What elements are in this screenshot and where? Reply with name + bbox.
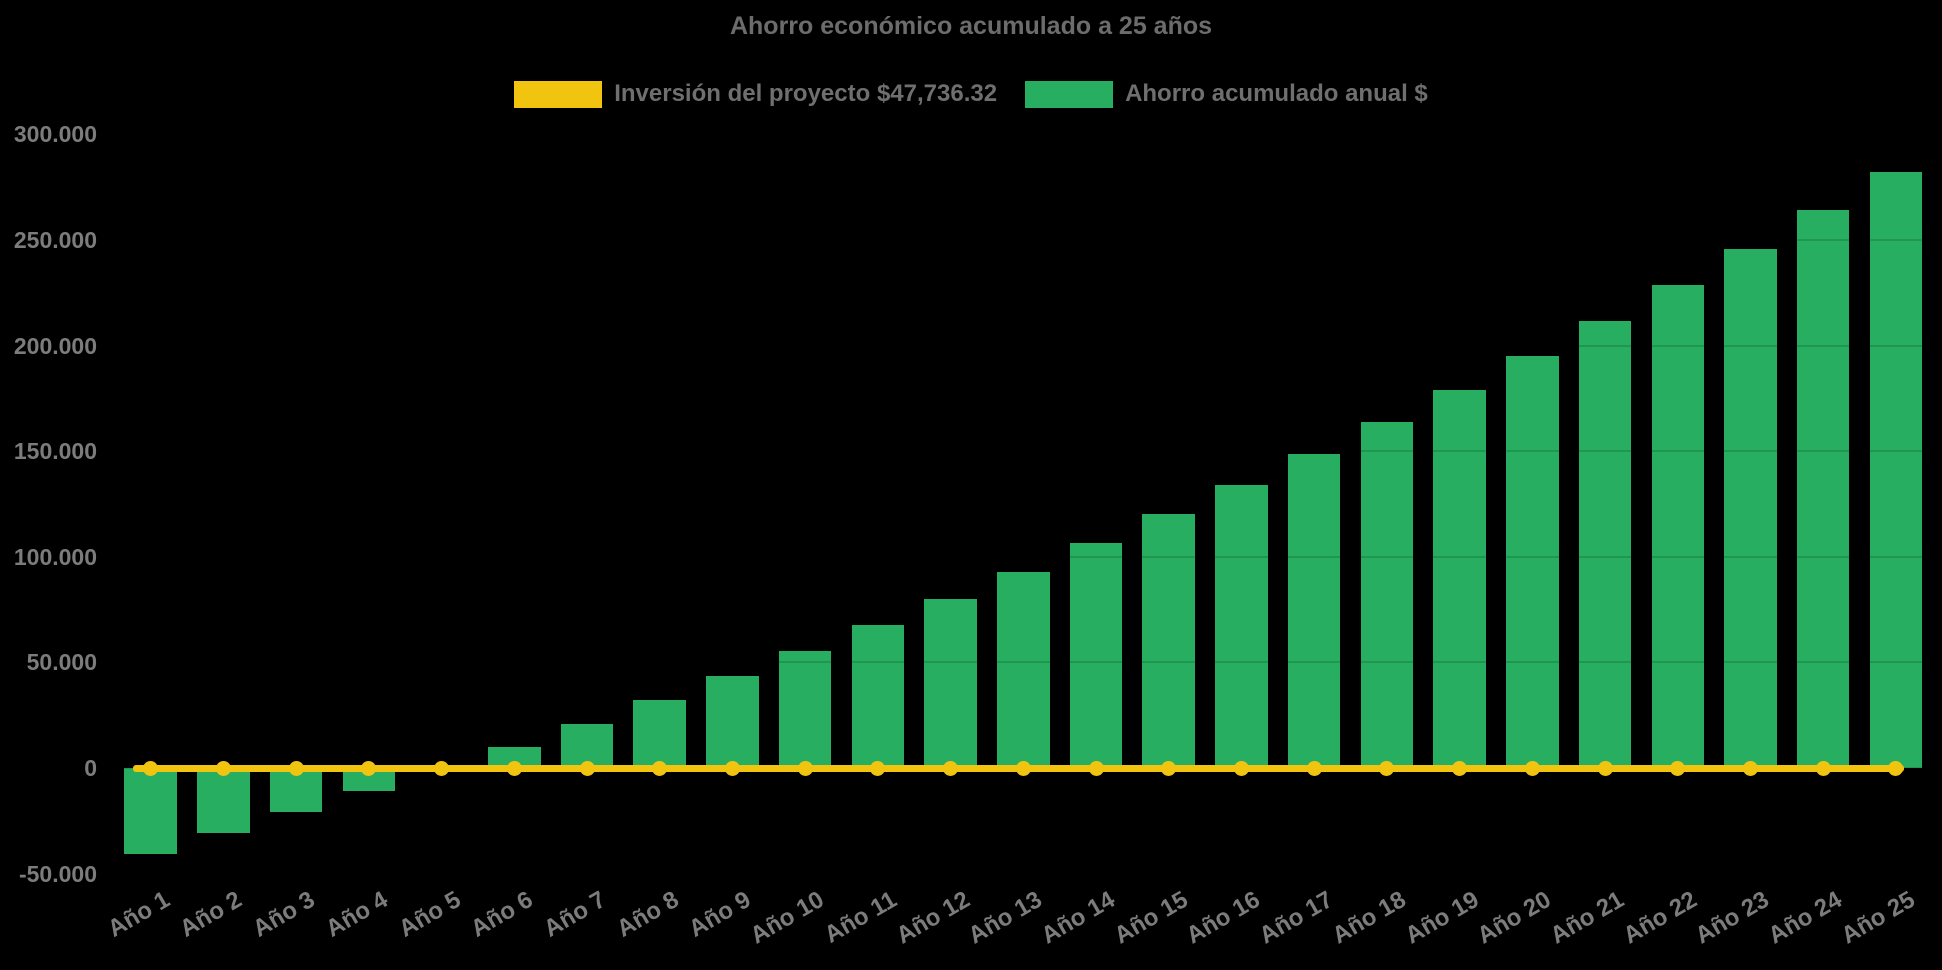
bar-año-24[interactable] [1796, 210, 1850, 768]
investment-line-marker[interactable] [361, 760, 377, 776]
gridline [110, 872, 1932, 875]
investment-line-marker[interactable] [1233, 760, 1249, 776]
bar-año-9[interactable] [706, 675, 759, 768]
y-axis-tick-label: 100.000 [13, 543, 97, 570]
investment-line-marker[interactable] [1597, 760, 1613, 776]
bar-año-21[interactable] [1578, 320, 1632, 768]
legend-label-ahorro: Ahorro acumulado anual $ [1125, 80, 1428, 107]
gridline [110, 555, 1932, 558]
investment-line-marker[interactable] [797, 760, 813, 776]
bar-año-6[interactable] [488, 747, 541, 768]
y-axis-tick-label: -50.000 [18, 860, 97, 887]
investment-line-marker[interactable] [1161, 760, 1177, 776]
investment-line-marker[interactable] [1452, 760, 1468, 776]
investment-line-marker[interactable] [724, 760, 740, 776]
investment-line-marker[interactable] [579, 760, 595, 776]
y-axis-tick-label: 300.000 [13, 121, 97, 148]
bar-año-4[interactable] [342, 768, 396, 792]
investment-line-marker[interactable] [143, 760, 159, 776]
gridline [110, 661, 1932, 664]
bar-año-11[interactable] [851, 624, 905, 768]
legend-swatch-ahorro-icon [1025, 80, 1114, 108]
bar-año-2[interactable] [197, 768, 250, 834]
investment-line-marker[interactable] [1379, 760, 1395, 776]
investment-line-marker[interactable] [506, 760, 522, 776]
investment-line-marker[interactable] [288, 760, 304, 776]
legend-label-inversion: Inversión del proyecto $47,736.32 [614, 80, 998, 107]
investment-line-marker[interactable] [1524, 760, 1540, 776]
gridline [110, 133, 1932, 136]
investment-line-marker[interactable] [1015, 760, 1031, 776]
legend-item-inversion[interactable]: Inversión del proyecto $47,736.32 [514, 80, 997, 108]
bar-año-1[interactable] [124, 768, 177, 854]
chart-title: Ahorro económico acumulado a 25 años [729, 12, 1213, 40]
bar-año-13[interactable] [997, 572, 1050, 768]
investment-line-marker[interactable] [1670, 760, 1686, 776]
y-axis-tick-label: 200.000 [13, 332, 97, 359]
bar-año-16[interactable] [1215, 485, 1268, 768]
bar-año-20[interactable] [1506, 356, 1559, 768]
y-axis-tick-label: 0 [84, 755, 97, 781]
legend: Inversión del proyecto $47,736.32 Ahorro… [0, 80, 1942, 108]
investment-line-marker[interactable] [1306, 760, 1322, 776]
y-axis-tick-label: 250.000 [13, 227, 97, 253]
bar-año-8[interactable] [633, 699, 686, 768]
investment-line-marker[interactable] [434, 760, 450, 776]
bar-año-14[interactable] [1069, 543, 1123, 768]
investment-line-marker[interactable] [1888, 760, 1904, 776]
bar-año-25[interactable] [1869, 172, 1923, 768]
bar-año-12[interactable] [924, 599, 977, 768]
bar-año-22[interactable] [1651, 285, 1704, 768]
legend-item-ahorro[interactable]: Ahorro acumulado anual $ [1025, 80, 1428, 108]
bar-año-15[interactable] [1142, 513, 1195, 768]
bar-año-10[interactable] [778, 651, 832, 768]
y-axis-tick-label: 150.000 [13, 438, 97, 465]
y-axis-tick-label: 50.000 [26, 649, 97, 676]
gridline [110, 450, 1932, 453]
bar-año-17[interactable] [1287, 453, 1341, 768]
investment-line-marker[interactable] [870, 760, 886, 776]
investment-line-marker[interactable] [943, 760, 959, 776]
bar-año-23[interactable] [1724, 249, 1777, 768]
investment-line-marker[interactable] [1815, 760, 1831, 776]
gridline [110, 344, 1932, 347]
investment-line-marker[interactable] [652, 760, 668, 776]
legend-swatch-inversion-icon [514, 80, 603, 108]
bar-año-19[interactable] [1433, 389, 1486, 768]
investment-line-marker[interactable] [215, 760, 231, 776]
gridline [110, 239, 1932, 241]
investment-line-marker[interactable] [1088, 760, 1104, 776]
bar-año-18[interactable] [1360, 422, 1414, 768]
investment-line-marker[interactable] [1742, 760, 1758, 776]
